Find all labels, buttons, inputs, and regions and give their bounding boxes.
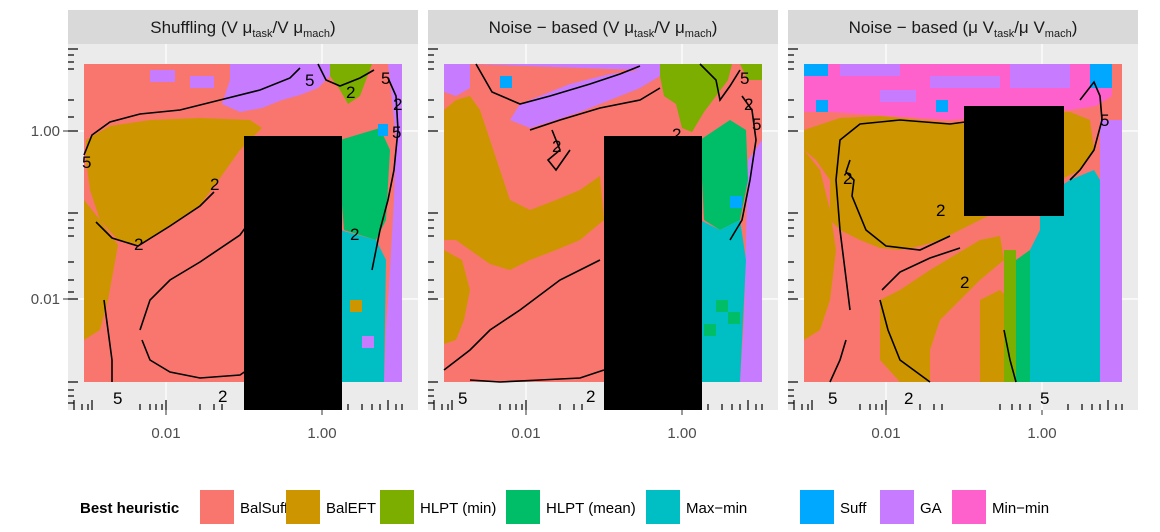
panel-3-contour-label: 5 [828, 389, 837, 408]
panel-1-contour-label: 2 [393, 95, 402, 114]
panel-2-xtick-label: 0.01 [511, 425, 540, 442]
legend-key-hlpt-mean- [506, 490, 540, 524]
panel-1-contour-label: 2 [350, 225, 359, 244]
panel-1-contour-label: 2 [218, 387, 227, 406]
panel-3-contour-label: 2 [960, 273, 969, 292]
panel-2-contour-label: 2 [586, 387, 595, 406]
panel-2-strip [428, 10, 778, 44]
panel-2: Noise − based (V μtask/V μmach) [428, 10, 778, 442]
panel-2-contour-label: 2 [672, 125, 681, 144]
panel-1-title: Shuffling (V μtask/V μmach) [150, 18, 335, 40]
panel-2-contour-label: 5 [752, 115, 761, 134]
panel-2-log-ticks [428, 48, 763, 410]
panel-2-axis-ticks [525, 410, 683, 415]
legend-label: BalEFT [326, 500, 376, 517]
legend-label: GA [920, 500, 942, 517]
panel-3-heatmap [804, 64, 1122, 383]
legend-label: Max−min [686, 500, 747, 517]
panel-1-contour-label: 5 [113, 389, 122, 408]
panel-3-contour-label: 5 [1040, 389, 1049, 408]
legend-label: HLPT (mean) [546, 500, 636, 517]
legend-key-balsuff [200, 490, 234, 524]
panel-3-axis-ticks [885, 410, 1043, 415]
panel-3: Noise − based (μ Vtask/μ Vmach) [788, 10, 1138, 442]
panel-2-contour-label: 5 [458, 389, 467, 408]
panel-2-redaction [604, 136, 702, 410]
panel-2-contour-labels: 5 2 2 5 2 5 2 [458, 69, 761, 408]
panel-1-axis-ticks [63, 130, 323, 415]
panel-1-contour-label: 5 [82, 153, 91, 172]
panel-3-contour-labels: 5 2 2 2 5 5 2 [828, 111, 1109, 408]
panel-2-xtick-label: 1.00 [667, 425, 696, 442]
panel-1-log-ticks [68, 48, 403, 410]
panel-1-heatmap [83, 63, 402, 382]
panel-1-contour-label: 2 [134, 235, 143, 254]
legend-key-hlpt-min- [380, 490, 414, 524]
panel-3-strip [788, 10, 1138, 44]
legend-label: Min−min [992, 500, 1049, 517]
panel-1-contour-label: 5 [392, 123, 401, 142]
panel-3-contour-label: 2 [904, 389, 913, 408]
panel-1: Shuffling (V μtask/V μmach) [31, 10, 418, 442]
panel-3-redaction [964, 106, 1064, 216]
panel-1-contour-label: 2 [346, 83, 355, 102]
panel-1-xtick-label: 1.00 [307, 425, 336, 442]
panel-2-heatmap [443, 63, 762, 383]
legend: Best heuristic BalSuff BalEFT HLPT (min) HL… [80, 490, 1049, 524]
panel-3-xtick-label: 0.01 [871, 425, 900, 442]
panel-3-contour-label: 2 [936, 201, 945, 220]
panel-3-xtick-label: 1.00 [1027, 425, 1056, 442]
panel-2-contour-label: 2 [552, 137, 561, 156]
y-tick-label: 1.00 [31, 123, 60, 140]
legend-label: BalSuff [240, 500, 289, 517]
panel-1-contour-label: 5 [381, 69, 390, 88]
legend-label: HLPT (min) [420, 500, 496, 517]
panel-2-contour-label: 5 [740, 69, 749, 88]
panel-1-contour-label: 2 [210, 175, 219, 194]
legend-key-ga [880, 490, 914, 524]
legend-title: Best heuristic [80, 500, 179, 517]
y-tick-label: 0.01 [31, 291, 60, 308]
legend-key-max-min [646, 490, 680, 524]
legend-entries: BalSuff BalEFT HLPT (min) HLPT (mean) Max−mi… [200, 490, 1049, 524]
panel-1-contour-labels: 5 2 5 2 5 5 2 2 2 5 2 [82, 69, 402, 408]
panel-3-contour-label: 2 [843, 169, 852, 188]
legend-key-suff [800, 490, 834, 524]
panel-3-log-ticks [788, 48, 1123, 410]
legend-key-min-min [952, 490, 986, 524]
panel-2-title: Noise − based (V μtask/V μmach) [489, 18, 718, 40]
legend-label: Suff [840, 500, 867, 517]
legend-key-baleft [286, 490, 320, 524]
panel-1-strip [68, 10, 418, 44]
panel-1-contour-label: 5 [305, 71, 314, 90]
panel-1-xtick-label: 0.01 [151, 425, 180, 442]
panel-3-contour-label: 5 [1100, 111, 1109, 130]
panel-2-contour-label: 2 [744, 95, 753, 114]
panel-1-redaction [244, 136, 342, 410]
panel-3-title: Noise − based (μ Vtask/μ Vmach) [849, 18, 1078, 40]
